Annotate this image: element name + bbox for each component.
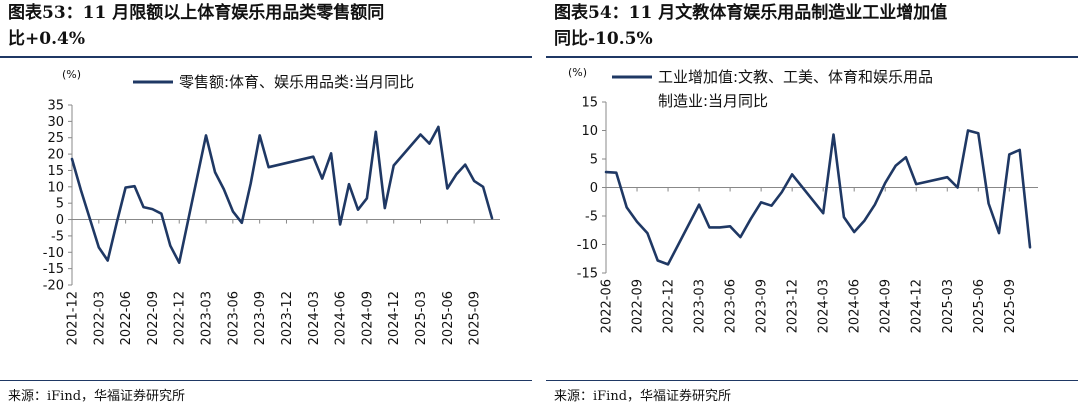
x-tick-label: 2025-03	[414, 291, 429, 345]
y-tick-label: 10	[47, 180, 64, 195]
y-tick-label: 5	[56, 197, 64, 212]
legend-label-line1: 工业增加值:文教、工美、体育和娱乐用品	[658, 68, 933, 86]
figure-53: 图表53：11 月限额以上体育娱乐用品类零售额同 比+0.4% (%) 35 30 2…	[0, 0, 532, 420]
x-tick-label: 2024-06	[334, 291, 349, 345]
x-tick-label: 2022-06	[600, 279, 615, 333]
x-tick-label: 2023-09	[755, 279, 770, 333]
figure-title-line1: 图表54：11 月文教体育娱乐用品制造业工业增加值	[554, 3, 948, 23]
figure-title: 图表54：11 月文教体育娱乐用品制造业工业增加值 同比-10.5%	[554, 0, 1074, 52]
y-tick-label: 5	[590, 153, 598, 168]
x-tick-label: 2022-12	[173, 291, 188, 345]
x-tick-label: 2023-03	[693, 279, 708, 333]
x-tick-label: 2022-12	[662, 279, 677, 333]
y-tick-label: -10	[577, 238, 598, 253]
source-note: 来源：iFind，华福证券研究所	[8, 389, 186, 404]
x-tick-label: 2023-12	[786, 279, 801, 333]
x-tick-label: 2025-03	[941, 279, 956, 333]
y-tick-label: -5	[51, 229, 64, 244]
x-tick-label: 2022-06	[119, 291, 134, 345]
figure-54: 图表54：11 月文教体育娱乐用品制造业工业增加值 同比-10.5% (%) 15…	[546, 0, 1078, 420]
x-tick-label: 2025-09	[468, 291, 483, 345]
x-tick-label: 2022-09	[146, 291, 161, 345]
source-divider	[546, 380, 1078, 381]
series-line	[604, 129, 1032, 266]
x-tick-label: 2025-06	[441, 291, 456, 345]
x-tick-label: 2023-06	[724, 279, 739, 333]
figure-title-line2: 同比-10.5%	[554, 29, 653, 49]
y-tick-label: 10	[581, 124, 598, 139]
figure-title-line2: 比+0.4%	[8, 29, 85, 49]
source-note: 来源：iFind，华福证券研究所	[554, 389, 732, 404]
title-divider	[546, 56, 1078, 58]
y-tick-label: 0	[590, 181, 598, 196]
x-tick-label: 2024-06	[848, 279, 863, 333]
x-tick-label: 2023-06	[226, 291, 241, 345]
x-tick-label: 2025-06	[972, 279, 987, 333]
figure-title: 图表53：11 月限额以上体育娱乐用品类零售额同 比+0.4%	[8, 0, 528, 52]
x-tick-label: 2024-03	[307, 291, 322, 345]
series-line	[70, 125, 494, 264]
y-tick-label: 20	[47, 148, 64, 163]
legend-label-line2: 制造业:当月同比	[658, 92, 768, 110]
x-tick-label: 2025-09	[1003, 279, 1018, 333]
x-tick-label: 2024-09	[879, 279, 894, 333]
unit-label: (%)	[568, 66, 587, 79]
title-divider	[0, 56, 532, 58]
y-tick-label: 30	[47, 115, 64, 130]
x-tick-label: 2022-03	[92, 291, 107, 345]
y-tick-label: 0	[56, 213, 64, 228]
x-tick-label: 2023-12	[280, 291, 295, 345]
figure-title-line1: 图表53：11 月限额以上体育娱乐用品类零售额同	[8, 3, 385, 23]
x-tick-label: 2023-09	[253, 291, 268, 345]
y-tick-label: 15	[47, 164, 64, 179]
y-tick-label: -10	[43, 246, 64, 261]
unit-label: (%)	[62, 68, 81, 81]
x-tick-label: 2024-12	[910, 279, 925, 333]
y-tick-label: -20	[43, 279, 64, 294]
y-tick-label: -15	[577, 267, 598, 282]
x-tick-label: 2024-12	[387, 291, 402, 345]
y-tick-label: 15	[581, 96, 598, 111]
x-tick-label: 2024-09	[360, 291, 375, 345]
y-tick-label: 35	[47, 99, 64, 114]
y-tick-label: -15	[43, 262, 64, 277]
legend-label: 零售额:体育、娱乐用品类:当月同比	[179, 73, 414, 91]
x-tick-label: 2021-12	[66, 291, 81, 345]
x-tick-label: 2022-09	[631, 279, 646, 333]
source-divider	[0, 380, 532, 381]
y-tick-label: -5	[585, 210, 598, 225]
x-tick-label: 2024-03	[817, 279, 832, 333]
x-tick-label: 2023-03	[200, 291, 215, 345]
y-tick-label: 25	[47, 131, 64, 146]
